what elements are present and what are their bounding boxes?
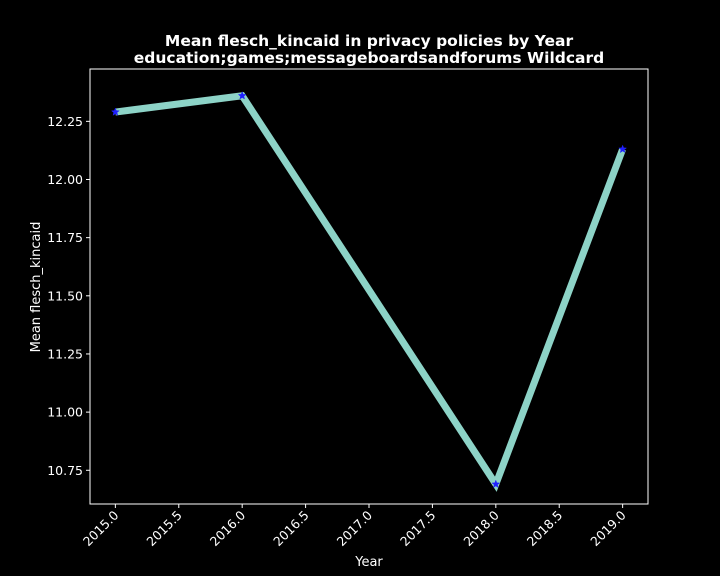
- series-group: [110, 91, 628, 492]
- chart-subtitle: education;games;messageboardsandforums W…: [134, 49, 605, 67]
- y-tick-label: 11.50: [47, 288, 83, 303]
- y-tick-label: 10.75: [47, 463, 83, 478]
- y-tick-label: 12.00: [47, 172, 83, 187]
- y-axis: 10.75 11.00 11.25 11.50 11.75 12.00 12.25: [47, 114, 90, 478]
- series-line: [114, 92, 626, 492]
- data-point-marker: [618, 144, 628, 154]
- y-tick-label: 11.25: [47, 346, 83, 361]
- y-tick-label: 11.75: [47, 230, 83, 245]
- data-point-marker: [237, 91, 247, 100]
- chart-title: Mean flesch_kincaid in privacy policies …: [165, 32, 574, 50]
- y-axis-label: Mean flesch_kincaid: [29, 222, 44, 353]
- data-point-marker: [491, 479, 501, 489]
- x-axis-label: Year: [354, 555, 383, 570]
- y-tick-label: 11.00: [47, 405, 83, 420]
- data-point-marker: [110, 107, 120, 116]
- y-tick-label: 12.25: [47, 114, 83, 129]
